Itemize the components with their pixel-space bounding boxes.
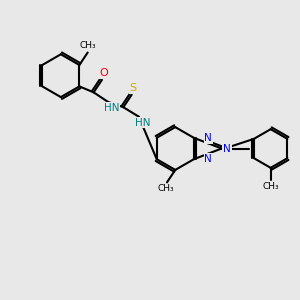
Text: HN: HN — [104, 103, 119, 113]
Text: S: S — [130, 83, 137, 93]
Text: CH₃: CH₃ — [157, 184, 174, 194]
Text: HN: HN — [135, 118, 150, 128]
Text: CH₃: CH₃ — [80, 41, 96, 50]
Text: N: N — [204, 133, 212, 143]
Text: O: O — [99, 68, 108, 78]
Text: N: N — [223, 143, 231, 154]
Text: N: N — [204, 154, 212, 164]
Text: CH₃: CH₃ — [262, 182, 279, 191]
